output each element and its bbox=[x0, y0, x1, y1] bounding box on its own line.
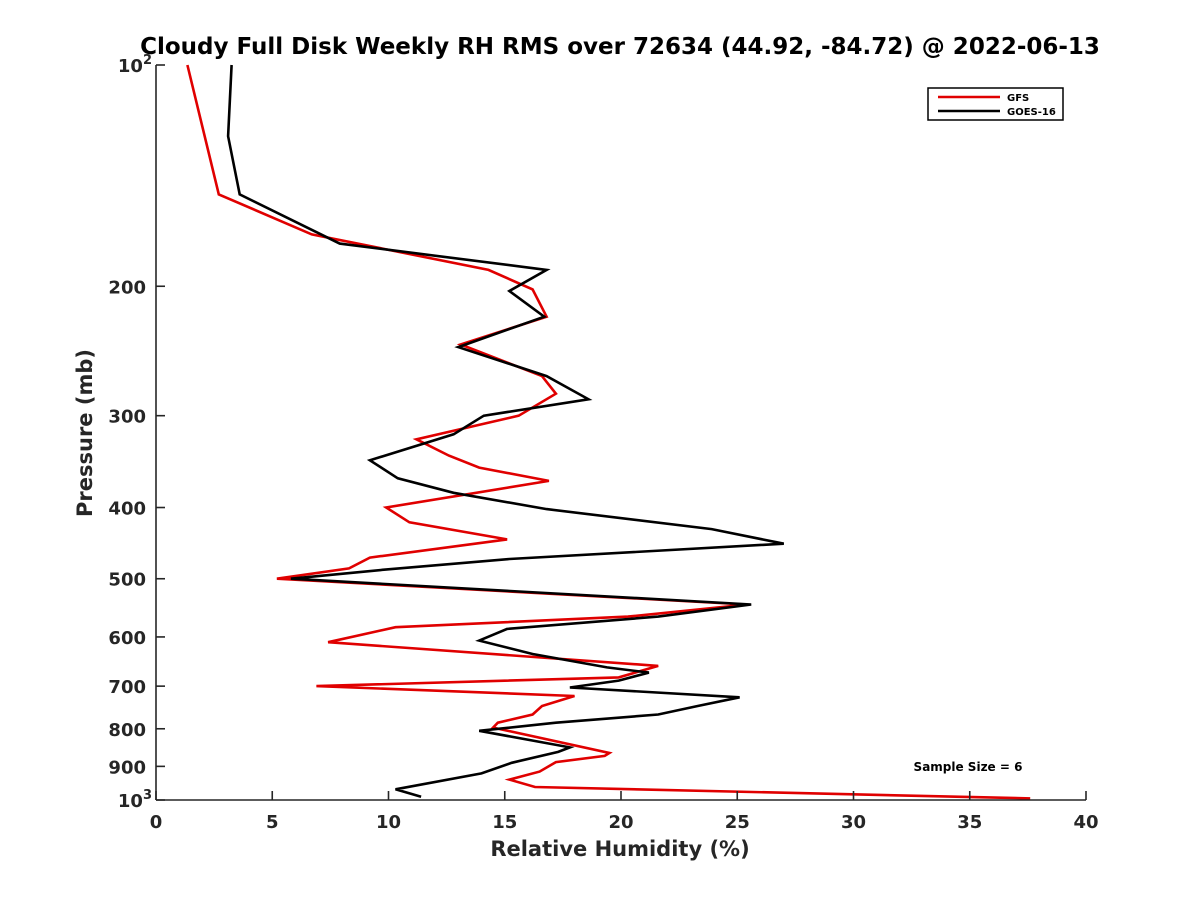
y-tick-label: 500 bbox=[108, 570, 146, 591]
y-tick-label: 103 bbox=[118, 788, 152, 812]
x-tick-label: 15 bbox=[492, 812, 517, 833]
y-axis-label: Pressure (mb) bbox=[73, 349, 97, 517]
y-tick-label: 600 bbox=[108, 628, 146, 649]
y-tick-label: 400 bbox=[108, 499, 146, 520]
x-tick-label: 10 bbox=[376, 812, 401, 833]
x-tick-label: 30 bbox=[841, 812, 866, 833]
x-axis-label: Relative Humidity (%) bbox=[490, 837, 749, 861]
plot-area: 0 5 10 15 20 25 30 35 40 102 200 300 400 500 600 700 80… bbox=[108, 53, 1098, 833]
legend: GFS GOES-16 bbox=[927, 87, 1064, 121]
series-line-gfs bbox=[186, 64, 1031, 800]
x-tick-label: 35 bbox=[957, 812, 982, 833]
y-axis-ticks: 102 200 300 400 500 600 700 800 900 103 bbox=[108, 53, 165, 812]
y-tick-label: 200 bbox=[108, 277, 146, 298]
y-tick-label: 700 bbox=[108, 677, 146, 698]
series-layer bbox=[186, 64, 1031, 800]
legend-box bbox=[927, 87, 1064, 121]
x-tick-label: 5 bbox=[266, 812, 279, 833]
x-axis-ticks: 0 5 10 15 20 25 30 35 40 bbox=[150, 791, 1099, 833]
series-line-goes-16 bbox=[226, 64, 785, 799]
sample-size-annotation: Sample Size = 6 bbox=[914, 760, 1023, 774]
chart-title: Cloudy Full Disk Weekly RH RMS over 7263… bbox=[140, 34, 1100, 60]
x-tick-label: 0 bbox=[150, 812, 163, 833]
x-tick-label: 20 bbox=[608, 812, 633, 833]
x-tick-label: 40 bbox=[1073, 812, 1098, 833]
y-tick-label: 900 bbox=[108, 757, 146, 778]
legend-label-gfs: GFS bbox=[1007, 93, 1029, 104]
legend-label-goes16: GOES-16 bbox=[1007, 107, 1056, 118]
y-tick-label: 102 bbox=[118, 53, 152, 77]
y-tick-label: 800 bbox=[108, 720, 146, 741]
x-tick-label: 25 bbox=[725, 812, 750, 833]
y-tick-label: 300 bbox=[108, 407, 146, 428]
